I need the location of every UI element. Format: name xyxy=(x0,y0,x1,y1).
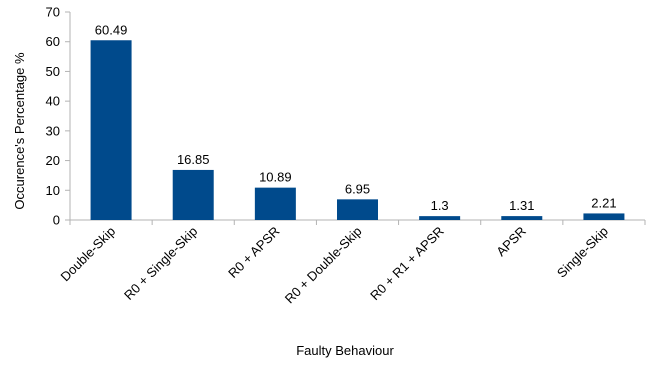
y-tick-label: 20 xyxy=(46,153,60,168)
y-tick-label: 0 xyxy=(53,213,60,228)
x-tick-label: R0 + R1 + APSR xyxy=(367,224,447,304)
data-label: 16.85 xyxy=(177,152,210,167)
data-label: 60.49 xyxy=(95,22,128,37)
data-label: 10.89 xyxy=(259,170,292,185)
x-axis-title: Faulty Behaviour xyxy=(296,343,394,358)
x-tick-label: Single-Skip xyxy=(554,224,611,281)
bar xyxy=(419,216,461,220)
bar xyxy=(254,187,296,220)
bar xyxy=(90,40,132,220)
y-axis-title: Occurence's Percentage % xyxy=(12,52,27,210)
bars xyxy=(90,40,625,220)
x-tick-label: Double-Skip xyxy=(58,224,119,285)
y-tick-label: 40 xyxy=(46,94,60,109)
x-tick-label: R0 + Double-Skip xyxy=(282,224,365,307)
y-tick-label: 70 xyxy=(46,5,60,20)
axes: 0 10 20 30 40 50 60 70 xyxy=(46,5,646,228)
bar xyxy=(501,216,543,220)
bar xyxy=(172,169,214,220)
y-tick-label: 30 xyxy=(46,123,60,138)
labels: 60.49 Double-Skip 16.85 R0 + Single-Skip 10.… xyxy=(58,22,617,306)
y-tick-label: 10 xyxy=(46,183,60,198)
x-tick-label: APSR xyxy=(493,224,529,260)
x-tick-label: R0 + APSR xyxy=(225,224,282,281)
data-label: 1.31 xyxy=(509,198,534,213)
x-tick-label: R0 + Single-Skip xyxy=(121,224,200,303)
bar xyxy=(337,199,378,220)
data-label: 6.95 xyxy=(345,181,370,196)
data-label: 2.21 xyxy=(591,195,616,210)
y-tick-label: 60 xyxy=(46,34,60,49)
bar xyxy=(583,213,625,220)
y-tick-label: 50 xyxy=(46,64,60,79)
data-label: 1.3 xyxy=(431,198,449,213)
